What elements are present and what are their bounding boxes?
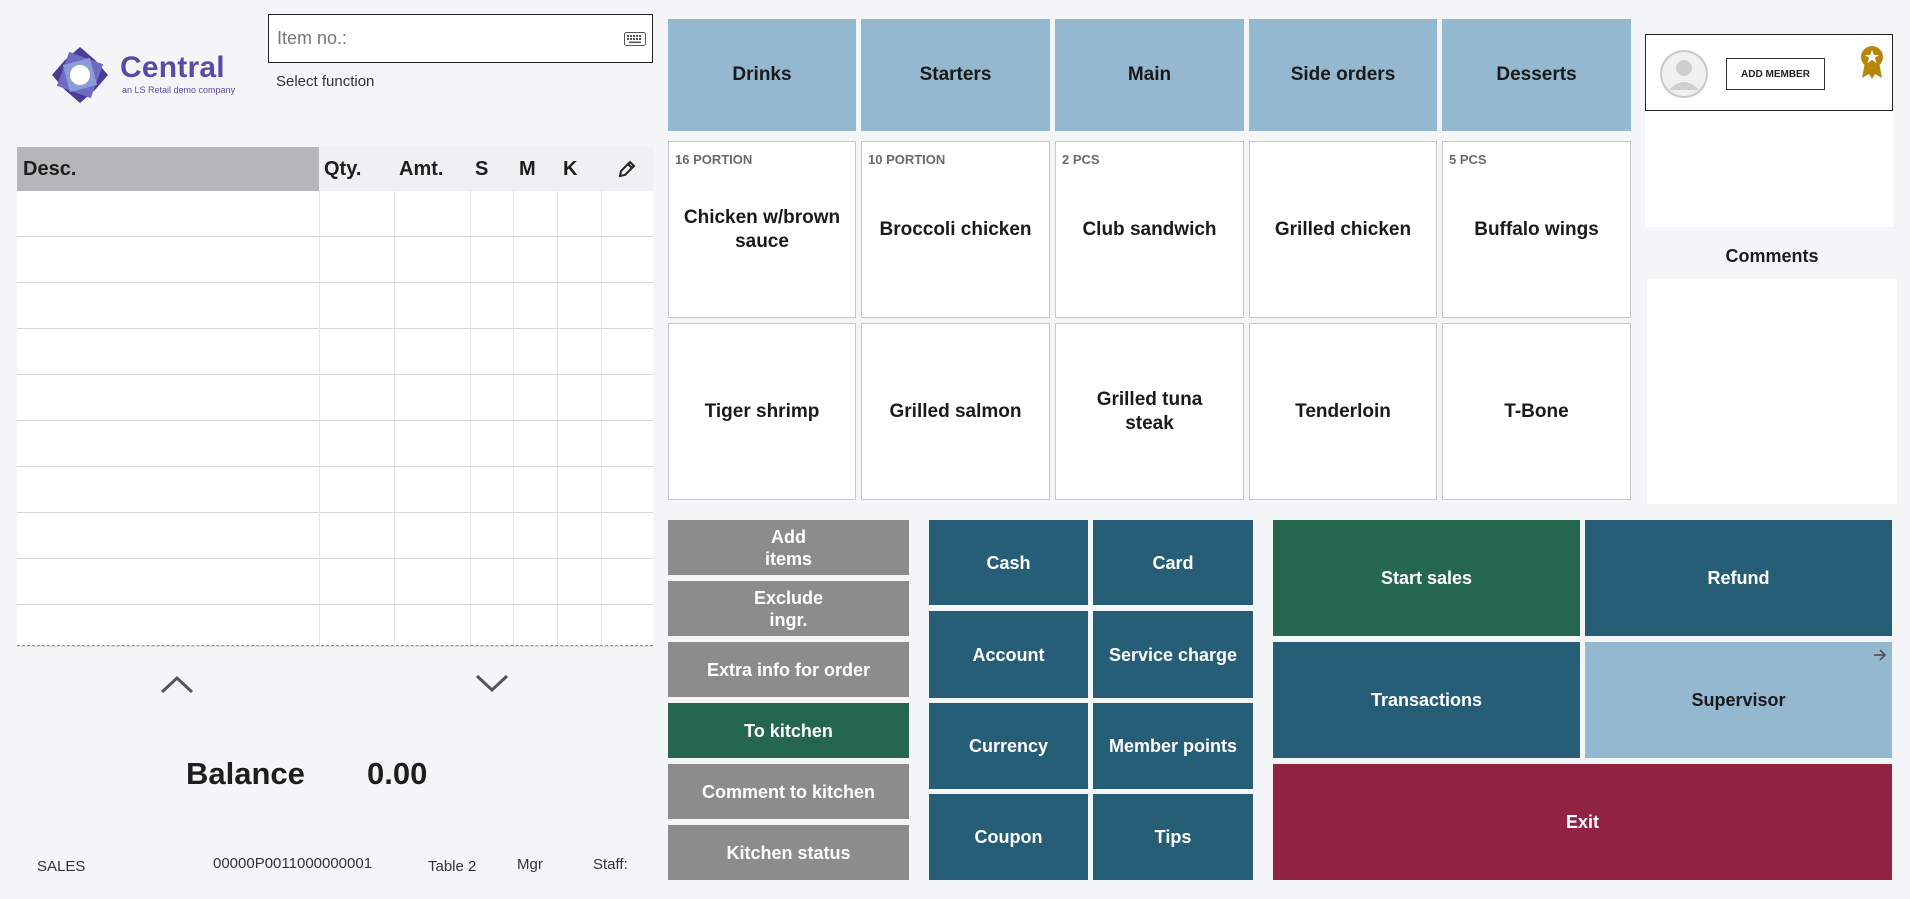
item-name: Chicken w/brown sauce (683, 206, 841, 252)
start-sales-button[interactable]: Start sales (1273, 520, 1580, 636)
table-row[interactable] (17, 237, 653, 283)
item-button[interactable]: 5 PCS Buffalo wings (1442, 141, 1631, 318)
table-row[interactable] (17, 283, 653, 329)
status-mode: SALES (37, 858, 86, 875)
item-name: Buffalo wings (1474, 218, 1599, 240)
chevron-up-icon[interactable] (159, 673, 195, 695)
table-row[interactable] (17, 191, 653, 237)
chevron-down-icon[interactable] (474, 672, 510, 694)
item-name: Broccoli chicken (879, 218, 1032, 240)
col-k: K (563, 158, 578, 180)
item-button[interactable]: 2 PCS Club sandwich (1055, 141, 1244, 318)
item-name: Tenderloin (1295, 400, 1391, 422)
item-button[interactable]: Grilled chicken (1249, 141, 1437, 318)
status-manager: Mgr (517, 856, 543, 873)
item-number-field[interactable] (268, 14, 653, 63)
pencil-icon[interactable] (617, 159, 637, 179)
category-drinks[interactable]: Drinks (668, 19, 856, 131)
item-name: Tiger shrimp (704, 400, 820, 422)
comments-title: Comments (1725, 246, 1819, 266)
award-badge-icon (1861, 46, 1883, 79)
currency-button[interactable]: Currency (929, 703, 1088, 789)
select-function-label: Select function (276, 73, 375, 90)
col-s: S (475, 158, 489, 180)
portion-label: 2 PCS (1062, 152, 1100, 167)
exit-button[interactable]: Exit (1273, 764, 1892, 880)
account-button[interactable]: Account (929, 611, 1088, 698)
table-row[interactable] (17, 513, 653, 559)
service-charge-button[interactable]: Service charge (1093, 611, 1253, 698)
category-desserts[interactable]: Desserts (1442, 19, 1631, 131)
central-logo-icon (52, 47, 108, 103)
add-member-button[interactable]: ADD MEMBER (1726, 58, 1825, 90)
item-button[interactable]: 16 PORTION Chicken w/brown sauce (668, 141, 856, 318)
status-table: Table 2 (428, 858, 477, 875)
member-points-button[interactable]: Member points (1093, 703, 1253, 789)
table-row[interactable] (17, 605, 653, 647)
transactions-button[interactable]: Transactions (1273, 642, 1580, 758)
col-m: M (519, 158, 536, 180)
comments-box[interactable] (1647, 279, 1897, 504)
table-row[interactable] (17, 467, 653, 513)
member-panel: ADD MEMBER (1645, 34, 1893, 111)
col-qty: Qty. (324, 158, 362, 180)
item-name: T-Bone (1504, 400, 1569, 422)
supervisor-button[interactable]: Supervisor (1585, 642, 1892, 758)
item-number-input[interactable] (269, 15, 609, 62)
category-side-orders[interactable]: Side orders (1249, 19, 1437, 131)
portion-label: 10 PORTION (868, 152, 946, 167)
table-header: Desc. Qty. Amt. S M K (17, 147, 653, 191)
col-desc: Desc. (23, 158, 77, 180)
item-name: Club sandwich (1082, 218, 1217, 240)
comment-to-kitchen-button[interactable]: Comment to kitchen (668, 764, 909, 819)
item-button[interactable]: Grilled salmon (861, 323, 1050, 500)
to-kitchen-button[interactable]: To kitchen (668, 703, 909, 758)
arrow-right-icon (1874, 649, 1887, 661)
item-button[interactable]: Grilled tuna steak (1055, 323, 1244, 500)
item-button[interactable]: Tenderloin (1249, 323, 1437, 500)
category-starters[interactable]: Starters (861, 19, 1050, 131)
cash-button[interactable]: Cash (929, 520, 1088, 605)
extra-info-button[interactable]: Extra info for order (668, 642, 909, 697)
supervisor-label: Supervisor (1691, 690, 1786, 710)
status-staff: Staff: (593, 856, 628, 873)
journal-table: Desc. Qty. Amt. S M K (17, 147, 653, 647)
exclude-ingredients-button[interactable]: Exclude ingr. (668, 581, 909, 636)
portion-label: 16 PORTION (675, 152, 753, 167)
tips-button[interactable]: Tips (1093, 794, 1253, 880)
item-name: Grilled tuna steak (1096, 388, 1203, 434)
table-row[interactable] (17, 421, 653, 467)
brand-tagline: an LS Retail demo company (122, 85, 236, 95)
table-row[interactable] (17, 329, 653, 375)
item-button[interactable]: T-Bone (1442, 323, 1631, 500)
brand-name: Central (120, 51, 225, 84)
category-main[interactable]: Main (1055, 19, 1244, 131)
refund-button[interactable]: Refund (1585, 520, 1892, 636)
item-button[interactable]: 10 PORTION Broccoli chicken (861, 141, 1050, 318)
keyboard-icon[interactable] (624, 32, 646, 46)
item-button[interactable]: Tiger shrimp (668, 323, 856, 500)
item-name: Grilled salmon (889, 400, 1022, 422)
balance-value: 0.00 (367, 756, 428, 791)
col-amt: Amt. (399, 158, 444, 180)
table-row[interactable] (17, 559, 653, 605)
avatar-icon (1660, 50, 1708, 98)
add-items-button[interactable]: Add items (668, 520, 909, 575)
status-receipt: 00000P0011000000001 (213, 855, 373, 872)
portion-label: 5 PCS (1449, 152, 1487, 167)
member-info-area (1645, 111, 1893, 227)
kitchen-status-button[interactable]: Kitchen status (668, 825, 909, 880)
table-row[interactable] (17, 375, 653, 421)
item-name: Grilled chicken (1274, 218, 1412, 240)
logo: Central an LS Retail demo company (50, 45, 240, 105)
coupon-button[interactable]: Coupon (929, 794, 1088, 880)
card-button[interactable]: Card (1093, 520, 1253, 605)
balance-label: Balance (186, 756, 305, 791)
